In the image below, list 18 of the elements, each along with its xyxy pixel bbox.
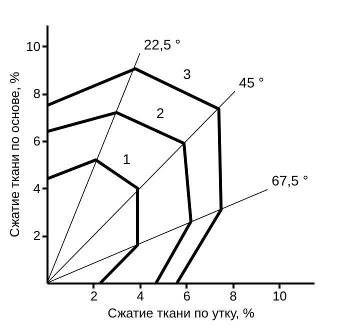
x-tick-label: 2 (90, 288, 98, 304)
y-tick-label: 8 (33, 86, 40, 102)
x-axis-title: Сжатие ткани по утку, % (108, 306, 255, 320)
x-tick-label: 4 (136, 288, 144, 304)
series-label: 2 (156, 104, 164, 121)
x-tick-label: 6 (183, 288, 190, 304)
x-tick-label: 8 (230, 288, 237, 304)
series-label: 22,5 ° (144, 36, 181, 52)
y-axis-title: Сжатие ткани по основе, % (7, 71, 22, 238)
y-tick-label: 4 (33, 180, 40, 196)
y-tick-label: 10 (26, 38, 40, 54)
y-tick-label: 2 (33, 228, 40, 244)
series-label: 1 (122, 151, 131, 168)
series-label: 45 ° (239, 74, 264, 90)
series-label: 3 (183, 66, 192, 82)
x-tick-label: 10 (272, 288, 287, 304)
series-label: 67,5 ° (272, 172, 308, 189)
y-tick-label: 6 (33, 133, 40, 148)
